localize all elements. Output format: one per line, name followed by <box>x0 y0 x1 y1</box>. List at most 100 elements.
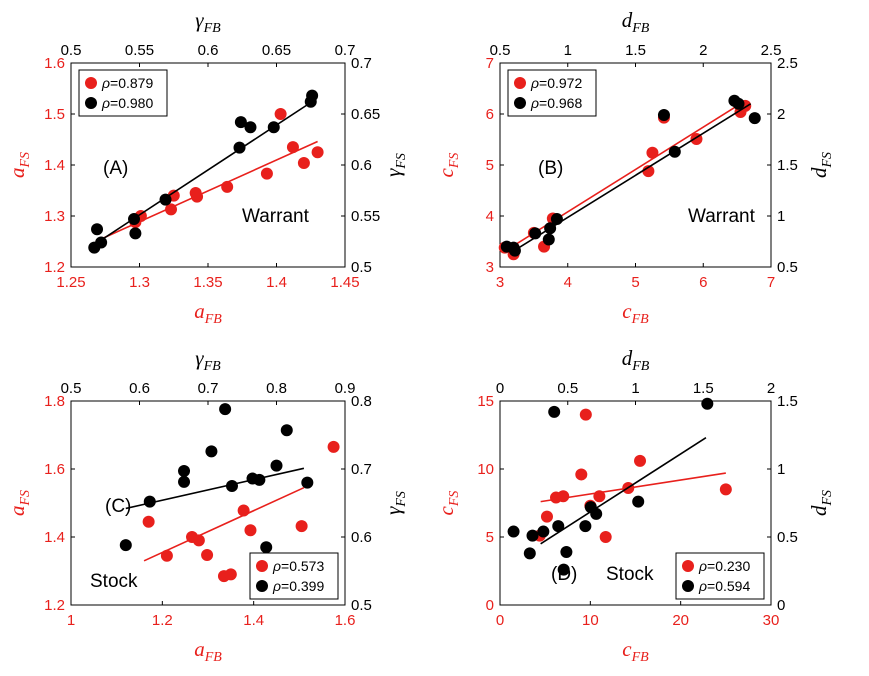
data-point-red <box>557 490 570 503</box>
legend-marker-black <box>514 97 526 109</box>
data-point-black <box>119 539 132 552</box>
panel-2: 3 4 5 6 70.5 1 1.5 2 2.5345670.511.522.5cFBdFBcF… <box>434 8 835 327</box>
legend: ρ=0.879 ρ=0.980 <box>78 69 168 117</box>
bottom-tick-label: 4 <box>564 274 572 291</box>
legend-marker-red <box>85 77 97 89</box>
right-tick-label: 0.5 <box>777 529 798 546</box>
panel-label: (B) <box>538 158 563 179</box>
right-axis-label: dFS <box>807 490 835 516</box>
left-axis-label: aFS <box>5 152 33 178</box>
legend-marker-red <box>682 560 694 572</box>
bottom-tick-label: 20 <box>672 612 689 629</box>
bottom-tick-label: 1.2 <box>152 612 173 629</box>
top-tick-label: 0.5 <box>490 42 511 59</box>
top-tick-label: 0.5 <box>61 42 82 59</box>
top-tick-label: 0.5 <box>61 380 82 397</box>
data-point-black <box>523 547 536 560</box>
right-tick-label: 0.5 <box>777 259 798 276</box>
left-tick-label: 1.3 <box>44 208 65 225</box>
right-tick-label: 1.5 <box>777 157 798 174</box>
data-point-red <box>160 549 173 562</box>
data-point-black <box>507 525 520 538</box>
data-point-black <box>95 236 108 249</box>
data-point-red <box>311 146 324 159</box>
left-tick-label: 5 <box>486 529 494 546</box>
left-axis-label: cFS <box>434 153 462 178</box>
left-tick-label: 1.6 <box>44 461 65 478</box>
legend-entry-red: ρ=0.573 <box>272 558 324 574</box>
data-point-black <box>668 145 681 158</box>
data-point-red <box>244 524 257 537</box>
data-point-red <box>295 520 308 533</box>
data-point-red <box>142 515 155 528</box>
data-point-black <box>632 495 645 508</box>
data-point-black <box>270 459 283 472</box>
panel-label: (A) <box>103 158 128 179</box>
right-tick-label: 0.6 <box>351 157 372 174</box>
data-point-red <box>327 440 340 453</box>
top-tick-label: 0.7 <box>198 380 219 397</box>
data-point-black <box>178 465 191 478</box>
series-red <box>142 440 340 583</box>
bottom-tick-label: 30 <box>763 612 780 629</box>
data-point-black <box>234 116 247 129</box>
data-point-black <box>225 480 238 492</box>
left-tick-label: 1.5 <box>44 106 65 123</box>
bottom-tick-label: 6 <box>699 274 707 291</box>
panel-label: (D) <box>551 564 577 585</box>
top-tick-label: 1 <box>564 42 572 59</box>
bottom-tick-label: 10 <box>582 612 599 629</box>
fit-line-black <box>540 437 707 545</box>
bottom-axis-label: aFB <box>194 637 222 665</box>
right-tick-label: 0.8 <box>351 393 372 410</box>
top-tick-label: 1 <box>631 380 639 397</box>
top-tick-label: 2 <box>767 380 775 397</box>
bottom-tick-label: 1 <box>67 612 75 629</box>
bottom-tick-label: 7 <box>767 274 775 291</box>
left-tick-label: 7 <box>486 55 494 72</box>
legend-marker-black <box>85 97 97 109</box>
top-tick-label: 2 <box>699 42 707 59</box>
bottom-tick-label: 3 <box>496 274 504 291</box>
top-tick-label: 0.55 <box>125 42 154 59</box>
left-tick-label: 15 <box>477 393 494 410</box>
data-point-black <box>178 475 191 488</box>
fit-line-red <box>143 486 305 562</box>
panel-1: 1.25 1.3 1.35 1.4 1.450.5 0.55 0.6 0.65 0.71.21.… <box>5 8 409 327</box>
data-point-red <box>579 408 592 421</box>
context-label: Stock <box>606 564 654 585</box>
data-point-black <box>560 545 573 558</box>
left-tick-label: 1.2 <box>44 259 65 276</box>
data-point-black <box>507 241 520 254</box>
fit-line-red <box>503 103 741 253</box>
data-point-black <box>129 227 142 240</box>
top-tick-label: 1.5 <box>625 42 646 59</box>
right-tick-label: 0.5 <box>351 597 372 614</box>
data-point-black <box>732 97 745 110</box>
bottom-tick-label: 1.4 <box>243 612 264 629</box>
data-point-black <box>260 541 273 554</box>
legend-marker-black <box>682 580 694 592</box>
legend-entry-black: ρ=0.594 <box>698 578 750 594</box>
left-tick-label: 1.6 <box>44 55 65 72</box>
right-tick-label: 0.7 <box>351 461 372 478</box>
left-tick-label: 1.2 <box>44 597 65 614</box>
data-point-red <box>646 146 659 159</box>
left-tick-label: 1.4 <box>44 157 65 174</box>
data-point-black <box>244 121 257 134</box>
data-point-red <box>191 190 204 203</box>
data-point-black <box>537 525 550 538</box>
left-axis-label: cFS <box>434 491 462 516</box>
data-point-black <box>267 121 280 134</box>
data-point-red <box>719 483 732 496</box>
data-point-red <box>274 108 287 120</box>
bottom-tick-label: 5 <box>631 274 639 291</box>
left-axis-label: aFS <box>5 490 33 516</box>
data-point-black <box>748 112 761 125</box>
bottom-axis-label: cFB <box>622 299 649 327</box>
data-point-red <box>297 156 310 169</box>
series-black <box>507 397 714 576</box>
legend: ρ=0.972 ρ=0.968 <box>507 69 597 117</box>
data-point-black <box>306 89 319 102</box>
